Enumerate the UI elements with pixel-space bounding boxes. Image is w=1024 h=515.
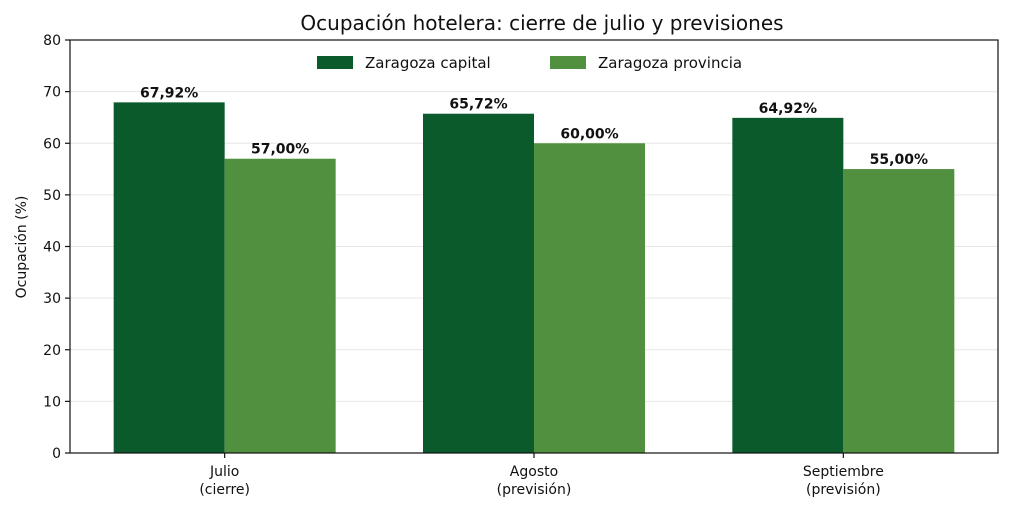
legend-swatch bbox=[317, 56, 353, 69]
y-tick-label: 80 bbox=[43, 33, 61, 49]
legend: Zaragoza capital Zaragoza provincia bbox=[317, 54, 742, 72]
x-tick-label: Julio bbox=[209, 464, 239, 480]
legend-item: Zaragoza capital bbox=[317, 54, 491, 72]
x-tick-label: (previsión) bbox=[806, 482, 881, 498]
bar bbox=[423, 113, 534, 454]
y-tick-label: 50 bbox=[43, 188, 61, 204]
y-tick-label: 60 bbox=[43, 136, 61, 152]
data-label: 60,00% bbox=[560, 126, 618, 142]
bar bbox=[534, 143, 645, 453]
y-tick-label: 0 bbox=[52, 446, 61, 462]
y-tick-label: 20 bbox=[43, 343, 61, 359]
y-tick-label: 30 bbox=[43, 291, 61, 307]
legend-item: Zaragoza provincia bbox=[550, 54, 742, 72]
x-tick-label: (previsión) bbox=[497, 482, 572, 498]
y-axis-ticks: 0 10 20 30 40 50 60 70 80 bbox=[43, 33, 70, 462]
chart-title: Ocupación hotelera: cierre de julio y pr… bbox=[300, 11, 783, 35]
data-label: 55,00% bbox=[870, 152, 928, 168]
legend-label: Zaragoza capital bbox=[365, 54, 491, 72]
y-tick-label: 70 bbox=[43, 85, 61, 101]
x-tick-label: Septiembre bbox=[803, 464, 884, 480]
data-labels: 67,92% 57,00% 65,72% 60,00% 64,92% 55,00% bbox=[140, 85, 928, 168]
y-tick-label: 10 bbox=[43, 394, 61, 410]
x-axis-ticks: Julio (cierre) Agosto (previsión) Septiembre… bbox=[199, 453, 884, 498]
data-label: 57,00% bbox=[251, 142, 309, 158]
bar bbox=[732, 117, 844, 454]
data-label: 64,92% bbox=[759, 101, 817, 117]
data-label: 67,92% bbox=[140, 85, 198, 101]
x-tick-label: Agosto bbox=[510, 464, 558, 480]
y-axis-label: Ocupación (%) bbox=[14, 196, 30, 299]
y-tick-label: 40 bbox=[43, 240, 61, 256]
x-tick-label: (cierre) bbox=[199, 482, 250, 498]
bar bbox=[224, 158, 336, 454]
data-label: 65,72% bbox=[449, 97, 507, 113]
bar bbox=[843, 169, 955, 453]
legend-swatch bbox=[550, 56, 586, 69]
bar bbox=[113, 102, 225, 453]
bars bbox=[113, 102, 955, 454]
legend-label: Zaragoza provincia bbox=[598, 54, 742, 72]
